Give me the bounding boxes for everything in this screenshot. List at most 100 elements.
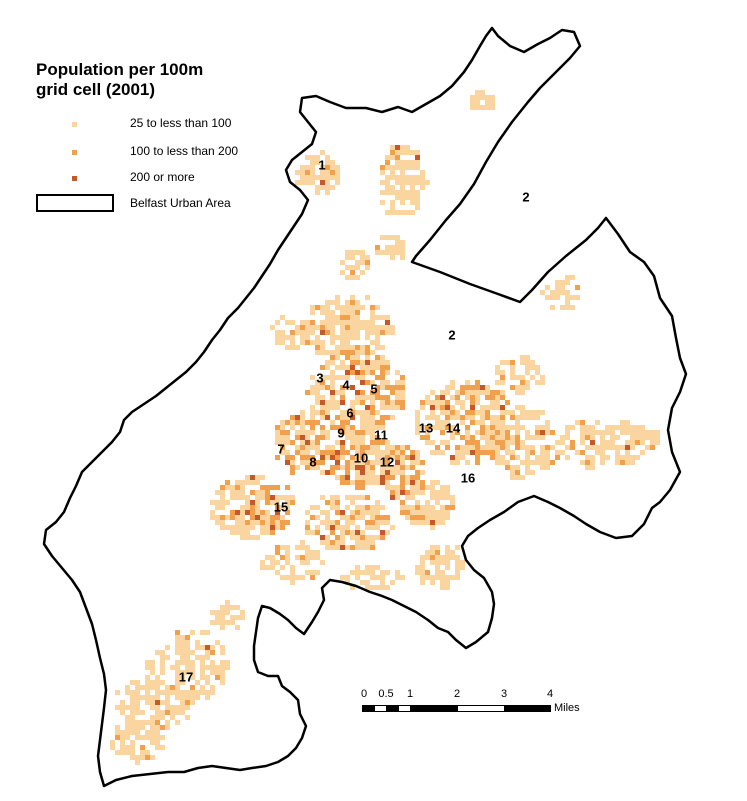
legend-swatch-high bbox=[72, 176, 77, 181]
grid-cell bbox=[365, 525, 370, 530]
grid-cell bbox=[520, 415, 525, 420]
grid-cell bbox=[590, 445, 595, 450]
legend-label-medium: 100 to less than 200 bbox=[130, 144, 239, 158]
grid-cell bbox=[370, 535, 375, 540]
grid-cell bbox=[460, 560, 465, 565]
grid-cell bbox=[130, 725, 135, 730]
grid-cell bbox=[650, 430, 655, 435]
grid-cell bbox=[435, 515, 440, 520]
grid-cell bbox=[525, 370, 530, 375]
grid-cell bbox=[565, 280, 570, 285]
grid-cell bbox=[350, 325, 355, 330]
grid-cell bbox=[415, 195, 420, 200]
grid-cell bbox=[185, 640, 190, 645]
grid-cell bbox=[415, 490, 420, 495]
grid-cell bbox=[500, 445, 505, 450]
grid-cell bbox=[140, 735, 145, 740]
grid-cell bbox=[655, 440, 660, 445]
grid-cell bbox=[205, 690, 210, 695]
grid-cell bbox=[325, 305, 330, 310]
grid-cell bbox=[355, 505, 360, 510]
grid-cell bbox=[475, 385, 480, 390]
grid-cell bbox=[440, 420, 445, 425]
grid-cell bbox=[360, 250, 365, 255]
grid-cell bbox=[370, 395, 375, 400]
grid-cell bbox=[440, 510, 445, 515]
grid-cell bbox=[365, 430, 370, 435]
grid-cell bbox=[385, 320, 390, 325]
grid-cell bbox=[310, 340, 315, 345]
grid-cell bbox=[410, 510, 415, 515]
grid-cell bbox=[435, 495, 440, 500]
grid-cell bbox=[340, 440, 345, 445]
grid-cell bbox=[165, 720, 170, 725]
grid-cell bbox=[390, 170, 395, 175]
grid-cell bbox=[465, 430, 470, 435]
grid-cell bbox=[210, 610, 215, 615]
grid-cell bbox=[255, 535, 260, 540]
grid-cell bbox=[220, 680, 225, 685]
grid-cell bbox=[120, 750, 125, 755]
grid-cell bbox=[135, 760, 140, 765]
grid-cell bbox=[645, 430, 650, 435]
grid-cell bbox=[360, 395, 365, 400]
grid-cell bbox=[165, 655, 170, 660]
grid-cell bbox=[445, 580, 450, 585]
grid-cell bbox=[350, 365, 355, 370]
grid-cell bbox=[385, 470, 390, 475]
grid-cell bbox=[420, 505, 425, 510]
grid-cell bbox=[530, 435, 535, 440]
grid-cell bbox=[125, 685, 130, 690]
grid-cell bbox=[320, 165, 325, 170]
grid-cell bbox=[510, 415, 515, 420]
grid-cell bbox=[350, 300, 355, 305]
grid-cell bbox=[390, 235, 395, 240]
grid-cell bbox=[385, 380, 390, 385]
grid-cell bbox=[395, 405, 400, 410]
grid-cell bbox=[150, 670, 155, 675]
grid-cell bbox=[315, 325, 320, 330]
grid-cell bbox=[395, 145, 400, 150]
grid-cell bbox=[445, 550, 450, 555]
grid-cell bbox=[335, 355, 340, 360]
grid-cell bbox=[300, 575, 305, 580]
grid-cell bbox=[160, 665, 165, 670]
grid-cell bbox=[380, 450, 385, 455]
grid-cell bbox=[250, 515, 255, 520]
grid-cell bbox=[135, 730, 140, 735]
grid-cell bbox=[335, 505, 340, 510]
grid-cell bbox=[560, 285, 565, 290]
grid-cell bbox=[280, 440, 285, 445]
grid-cell bbox=[360, 435, 365, 440]
grid-cell bbox=[655, 435, 660, 440]
grid-cell bbox=[265, 500, 270, 505]
grid-cell bbox=[440, 560, 445, 565]
grid-cell bbox=[380, 330, 385, 335]
grid-cell bbox=[195, 645, 200, 650]
grid-cell bbox=[395, 210, 400, 215]
grid-cell bbox=[380, 385, 385, 390]
grid-cell bbox=[290, 470, 295, 475]
grid-cell bbox=[120, 740, 125, 745]
grid-cell bbox=[445, 575, 450, 580]
grid-cell bbox=[400, 500, 405, 505]
grid-cell bbox=[410, 180, 415, 185]
grid-cell bbox=[395, 180, 400, 185]
grid-cell bbox=[295, 180, 300, 185]
grid-cell bbox=[545, 445, 550, 450]
grid-cell bbox=[600, 455, 605, 460]
grid-cell bbox=[315, 555, 320, 560]
grid-cell bbox=[165, 705, 170, 710]
grid-cell bbox=[415, 520, 420, 525]
grid-cell bbox=[460, 415, 465, 420]
grid-cell bbox=[560, 440, 565, 445]
grid-cell bbox=[585, 435, 590, 440]
grid-cell bbox=[625, 450, 630, 455]
grid-cell bbox=[410, 190, 415, 195]
grid-cell bbox=[245, 520, 250, 525]
grid-cell bbox=[345, 425, 350, 430]
grid-cell bbox=[240, 480, 245, 485]
grid-cell bbox=[450, 550, 455, 555]
grid-cell bbox=[540, 430, 545, 435]
grid-cell bbox=[330, 455, 335, 460]
